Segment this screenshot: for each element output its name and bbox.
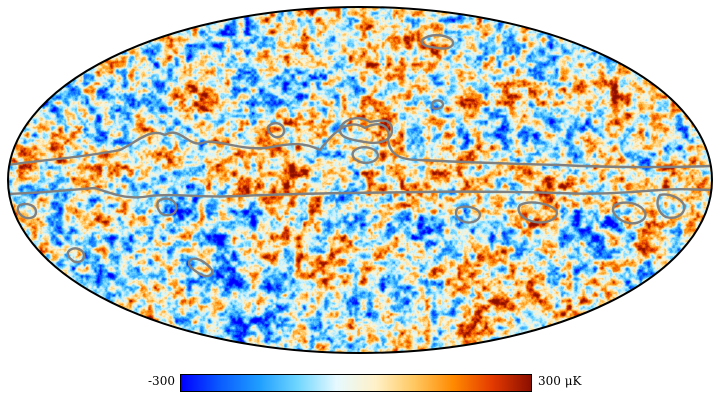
mask-contour-line bbox=[266, 122, 286, 139]
mask-contour-line bbox=[430, 99, 445, 110]
colorbar-gradient bbox=[180, 374, 532, 392]
mask-contour-line bbox=[420, 33, 455, 50]
mask-contour-line bbox=[8, 123, 712, 169]
mask-contour-line bbox=[16, 202, 38, 220]
sky-map bbox=[7, 6, 713, 354]
colorbar-min-label: -300 bbox=[148, 374, 175, 388]
galactic-mask-contour bbox=[8, 33, 712, 278]
mask-contour-line bbox=[517, 201, 558, 224]
colorbar: -300 300 μK bbox=[0, 360, 720, 404]
mask-contour-line bbox=[351, 146, 380, 164]
mask-contour-line bbox=[8, 186, 712, 199]
mask-contour-line bbox=[656, 193, 686, 219]
mask-contour-line bbox=[187, 257, 214, 278]
map-outline bbox=[7, 6, 713, 354]
mask-contour-line bbox=[454, 205, 482, 224]
mask-contour-line bbox=[66, 247, 86, 264]
colorbar-max-label: 300 μK bbox=[538, 374, 582, 388]
mask-contour-line bbox=[338, 116, 394, 144]
cmb-temperature-image bbox=[8, 7, 712, 353]
mollweide-map-svg bbox=[7, 6, 713, 354]
mask-contour-line bbox=[611, 201, 647, 225]
mask-contour-line bbox=[156, 197, 178, 217]
